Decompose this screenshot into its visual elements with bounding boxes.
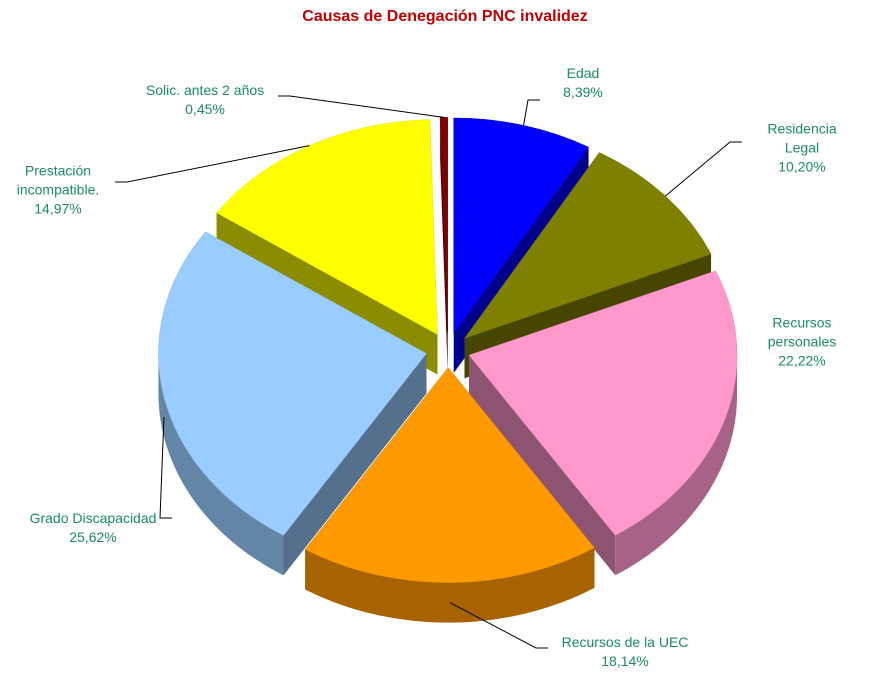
chart-title: Causas de Denegación PNC invalidez: [302, 8, 588, 25]
slice-top: [463, 152, 712, 339]
data-label: Grado Discapacidad 25,62%: [30, 509, 157, 547]
slice-wall: [158, 353, 284, 576]
label-name: Residencia Legal: [767, 120, 837, 156]
label-name: Edad: [566, 65, 600, 81]
slice-wall: [615, 355, 738, 576]
slice-top: [304, 367, 595, 583]
label-name: Grado Discapacidad: [29, 510, 157, 526]
data-label: Edad 8,39%: [563, 64, 603, 102]
slice: [468, 270, 738, 576]
data-label: Prestación incompatible. 14,97%: [8, 162, 108, 219]
label-value: 0,45%: [185, 101, 225, 117]
label-name: Recursos de la UEC: [561, 634, 689, 650]
slice: [304, 367, 595, 623]
leader-line: [449, 602, 548, 649]
slice-top: [468, 270, 738, 536]
label-value: 8,39%: [563, 84, 603, 100]
data-label: Residencia Legal 10,20%: [758, 120, 846, 177]
slice-top: [439, 117, 448, 333]
leader-line: [523, 99, 540, 126]
data-label: Solic. antes 2 años 0,45%: [146, 81, 264, 119]
leader-line: [665, 141, 742, 197]
slice-wall: [305, 547, 595, 623]
label-name: Recursos personales: [767, 314, 837, 350]
label-name: Prestación incompatible.: [16, 162, 100, 198]
label-value: 14,97%: [34, 200, 82, 217]
slice-top: [158, 231, 427, 536]
leader-line: [278, 95, 444, 118]
label-value: 10,20%: [778, 158, 826, 175]
label-value: 25,62%: [69, 529, 117, 545]
leader-line: [115, 145, 310, 183]
slice-top: [216, 119, 438, 335]
data-label: Recursos de la UEC 18,14%: [562, 633, 689, 671]
leader-line: [159, 416, 172, 519]
slice: [158, 231, 427, 576]
slice: [439, 117, 448, 373]
label-value: 18,14%: [601, 653, 649, 669]
slice-side: [440, 117, 448, 373]
data-label: Recursos personales 22,22%: [758, 314, 846, 371]
slice-side: [469, 355, 616, 576]
label-value: 22,22%: [778, 352, 826, 369]
slice-side: [283, 353, 427, 576]
slice-top: [453, 117, 589, 334]
label-name: Solic. antes 2 años: [145, 82, 265, 98]
